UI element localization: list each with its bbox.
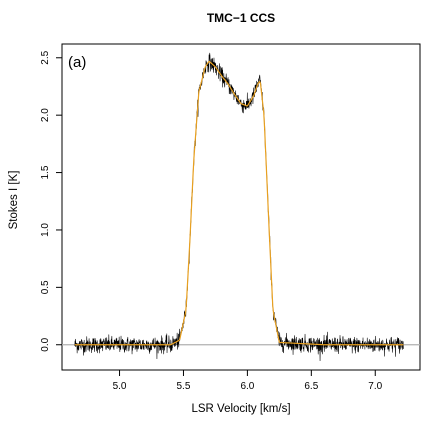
x-tick-label: 5.0 [113, 381, 127, 392]
x-tick-label: 6.0 [240, 381, 254, 392]
x-tick-label: 6.5 [304, 381, 318, 392]
x-tick-label: 7.0 [368, 381, 382, 392]
x-tick-label: 5.5 [177, 381, 191, 392]
y-tick-label: 2.0 [40, 108, 51, 122]
model-fit-line [74, 61, 404, 346]
x-axis-label: LSR Velocity [km/s] [191, 403, 290, 415]
plot-border [61, 43, 421, 371]
y-tick-label: 1.5 [40, 165, 51, 179]
y-tick-label: 2.5 [40, 50, 51, 64]
y-axis-label: Stokes I [K] [8, 171, 20, 230]
y-tick-label: 1.0 [40, 223, 51, 237]
series-layer [74, 52, 404, 362]
panel-tag: (a) [68, 54, 86, 71]
x-axis: 5.0 5.5 6.0 6.5 7.0 [113, 370, 383, 392]
chart-title: TMC−1 CCS [207, 11, 275, 25]
observed-spectrum-line [74, 52, 404, 362]
y-tick-label: 0.5 [40, 280, 51, 294]
plot-frame [61, 43, 421, 371]
y-axis: 0.0 0.5 1.0 1.5 2.0 2.5 [40, 50, 62, 352]
y-tick-label: 0.0 [40, 337, 51, 351]
